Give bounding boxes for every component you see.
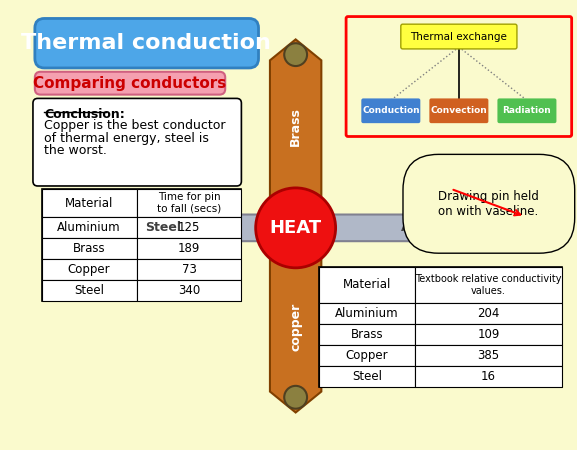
Bar bbox=[415, 366, 562, 387]
Circle shape bbox=[256, 188, 336, 268]
Text: Thermal exchange: Thermal exchange bbox=[410, 32, 507, 41]
Text: HEAT: HEAT bbox=[269, 219, 322, 237]
Text: copper: copper bbox=[289, 303, 302, 351]
Polygon shape bbox=[270, 40, 321, 214]
Text: Aluminium: Aluminium bbox=[400, 221, 475, 234]
Bar bbox=[320, 366, 415, 387]
Bar bbox=[42, 280, 137, 301]
Text: 16: 16 bbox=[481, 370, 496, 383]
Text: Copper: Copper bbox=[346, 349, 388, 362]
Text: the worst.: the worst. bbox=[44, 144, 107, 157]
Text: 340: 340 bbox=[178, 284, 200, 297]
Text: Radiation: Radiation bbox=[503, 106, 551, 115]
Text: 109: 109 bbox=[477, 328, 500, 341]
Text: 189: 189 bbox=[178, 242, 200, 255]
Bar bbox=[320, 267, 562, 387]
Text: Aluminium: Aluminium bbox=[57, 221, 121, 234]
Text: Steel: Steel bbox=[352, 370, 382, 383]
Text: Textbook relative conductivity
values.: Textbook relative conductivity values. bbox=[415, 274, 561, 296]
Text: 385: 385 bbox=[477, 349, 500, 362]
Bar bbox=[137, 280, 241, 301]
Bar bbox=[320, 345, 415, 366]
Text: Steel: Steel bbox=[145, 221, 181, 234]
Polygon shape bbox=[270, 242, 321, 413]
Circle shape bbox=[284, 386, 307, 409]
Text: Comparing conductors: Comparing conductors bbox=[33, 76, 227, 91]
Bar bbox=[415, 303, 562, 324]
Text: 125: 125 bbox=[178, 221, 200, 234]
Bar bbox=[42, 238, 137, 259]
Text: Steel: Steel bbox=[74, 284, 104, 297]
Text: Thermal conduction: Thermal conduction bbox=[21, 33, 271, 53]
FancyBboxPatch shape bbox=[35, 72, 225, 94]
Circle shape bbox=[284, 43, 307, 66]
FancyBboxPatch shape bbox=[401, 24, 517, 49]
Bar bbox=[137, 238, 241, 259]
FancyBboxPatch shape bbox=[346, 17, 572, 136]
Text: Material: Material bbox=[343, 279, 391, 292]
Bar bbox=[137, 217, 241, 238]
Bar bbox=[137, 259, 241, 280]
Bar bbox=[320, 303, 415, 324]
Polygon shape bbox=[48, 215, 269, 241]
Circle shape bbox=[58, 216, 81, 239]
Text: 204: 204 bbox=[477, 307, 500, 320]
Bar bbox=[42, 259, 137, 280]
Text: Brass: Brass bbox=[289, 107, 302, 146]
Bar bbox=[320, 324, 415, 345]
Text: Conduction: Conduction bbox=[362, 106, 419, 115]
Text: Material: Material bbox=[65, 197, 113, 210]
FancyBboxPatch shape bbox=[361, 99, 420, 123]
Bar bbox=[42, 189, 137, 217]
Text: Convection: Convection bbox=[430, 106, 487, 115]
Text: 73: 73 bbox=[182, 263, 197, 276]
Text: Copper: Copper bbox=[68, 263, 110, 276]
Text: Copper is the best conductor: Copper is the best conductor bbox=[44, 119, 226, 132]
FancyBboxPatch shape bbox=[497, 99, 556, 123]
Text: of thermal energy, steel is: of thermal energy, steel is bbox=[44, 132, 209, 145]
Text: Brass: Brass bbox=[73, 242, 106, 255]
Bar bbox=[42, 217, 137, 238]
Text: Conclusion:: Conclusion: bbox=[44, 108, 125, 121]
Bar bbox=[415, 324, 562, 345]
Bar bbox=[415, 267, 562, 303]
Circle shape bbox=[514, 216, 537, 239]
Bar bbox=[42, 189, 241, 301]
Bar bbox=[137, 189, 241, 217]
FancyBboxPatch shape bbox=[33, 99, 241, 186]
Text: Aluminium: Aluminium bbox=[335, 307, 399, 320]
FancyBboxPatch shape bbox=[429, 99, 488, 123]
Bar bbox=[320, 267, 415, 303]
Text: Time for pin
to fall (secs): Time for pin to fall (secs) bbox=[157, 192, 221, 214]
FancyBboxPatch shape bbox=[35, 18, 258, 68]
Polygon shape bbox=[323, 215, 544, 241]
Text: Drawing pin held
on with vaseline.: Drawing pin held on with vaseline. bbox=[439, 190, 539, 218]
Text: Brass: Brass bbox=[351, 328, 383, 341]
Bar bbox=[415, 345, 562, 366]
